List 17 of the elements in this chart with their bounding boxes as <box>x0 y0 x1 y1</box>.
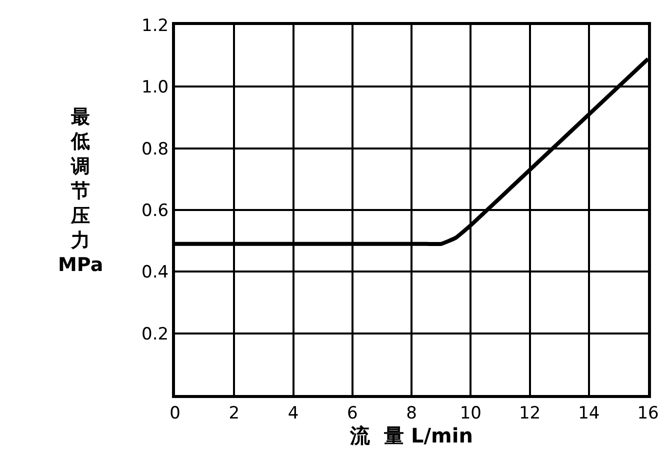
x-tick-label: 14 <box>578 403 600 424</box>
y-tick-label: 0.6 <box>142 200 169 221</box>
x-tick-label: 12 <box>518 403 541 424</box>
x-axis-title: 流 量 L/min <box>349 423 473 448</box>
x-tick-label: 0 <box>170 403 180 424</box>
x-tick-label: 6 <box>346 403 358 424</box>
y-axis-title: 最低调节压力 MPa <box>58 106 104 276</box>
x-tick-label: 16 <box>637 403 659 424</box>
y-tick-label: 0.8 <box>142 139 169 160</box>
x-tick-label: 10 <box>460 403 482 424</box>
y-tick-label: 0.4 <box>142 262 169 283</box>
y-tick-label: 1.2 <box>142 16 169 36</box>
x-tick-label: 8 <box>406 403 417 424</box>
y-tick-label: 1.0 <box>142 78 169 98</box>
x-tick-label: 4 <box>288 403 299 424</box>
x-tick-label: 2 <box>228 403 240 424</box>
y-tick-label: 0.2 <box>142 324 169 344</box>
